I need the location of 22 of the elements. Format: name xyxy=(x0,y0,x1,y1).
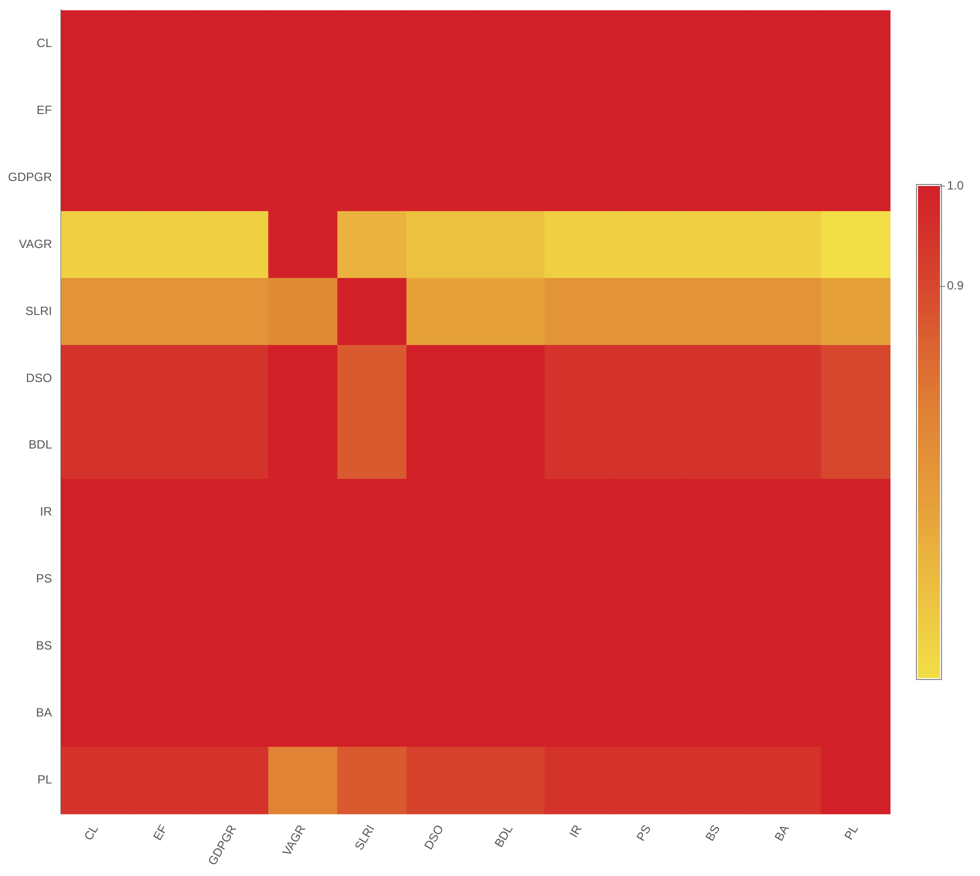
x-tick-label: BA xyxy=(772,822,792,844)
x-tick-label: EF xyxy=(150,822,170,843)
x-tick-label: CL xyxy=(81,822,102,843)
y-tick-label: VAGR xyxy=(18,236,52,251)
y-tick-label: PS xyxy=(36,572,52,586)
y-tick-label: IR xyxy=(40,504,52,519)
y-tick-label: DSO xyxy=(26,370,52,385)
y-tick-label: BA xyxy=(36,706,52,720)
color-bar-label: 1.0 xyxy=(947,178,964,192)
y-tick-label: EF xyxy=(36,102,52,117)
y-tick-label: PL xyxy=(37,772,52,787)
x-tick-label: PS xyxy=(634,822,654,844)
y-tick-label: GDPGR xyxy=(8,170,52,184)
x-tick-label: BDL xyxy=(492,822,516,850)
y-tick-label: CL xyxy=(36,36,52,50)
x-tick-label: PL xyxy=(841,822,862,842)
color-bar-label: 0.9 xyxy=(947,278,964,293)
x-tick-label: IR xyxy=(566,822,585,840)
y-tick-label: SLRI xyxy=(25,304,52,318)
y-tick-label: BDL xyxy=(28,438,52,452)
x-tick-label: BS xyxy=(702,822,723,844)
y-tick-label: BS xyxy=(36,638,52,653)
